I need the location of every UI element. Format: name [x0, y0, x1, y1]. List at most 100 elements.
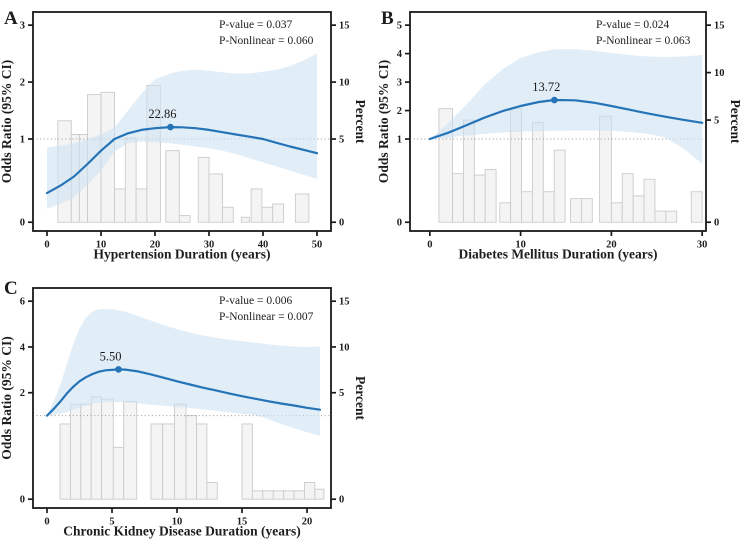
right-tick-label: 10 — [339, 342, 350, 353]
p-value-text: P-value = 0.006 — [219, 295, 292, 307]
histogram-bar — [124, 137, 137, 223]
histogram-bar — [178, 215, 191, 223]
histogram-bar — [303, 482, 316, 500]
left-tick-label: 2 — [20, 388, 25, 399]
left-tick-label: 4 — [397, 49, 403, 60]
histogram-bar — [643, 178, 656, 223]
histogram-bar — [473, 174, 486, 223]
p-value-text: P-value = 0.037 — [219, 19, 292, 31]
left-tick-label: 3 — [20, 21, 25, 32]
histogram-bar — [173, 403, 187, 500]
histogram-bar — [484, 169, 497, 223]
left-tick-label: 4 — [20, 342, 26, 353]
panel-letter: C — [4, 278, 18, 299]
histogram-bar — [185, 415, 197, 500]
right-tick-label: 0 — [339, 218, 344, 229]
right-tick-label: 0 — [339, 495, 344, 506]
histogram-bar — [521, 191, 533, 223]
x-axis-title: Chronic Kidney Disease Duration (years) — [63, 524, 301, 539]
left-tick-label: 6 — [20, 297, 25, 308]
histogram-bar — [293, 490, 305, 500]
spline-curve — [45, 125, 319, 195]
x-tick-label: 0 — [44, 517, 49, 528]
panel-b: 0 1 2 3 4 5 0 5 10 15 0 10 20 30 13.72 P-value = 0.024 P… — [377, 0, 753, 270]
histogram-bar — [570, 198, 582, 223]
plot-frame — [409, 11, 707, 232]
plot-frame — [32, 11, 332, 232]
histogram-bar — [250, 188, 263, 223]
histogram-bar — [150, 423, 164, 500]
right-tick-label: 5 — [339, 135, 344, 146]
x-tick-label: 30 — [204, 240, 215, 251]
y-axis-title-right: Percent — [353, 100, 368, 144]
panel-letter: B — [381, 8, 394, 29]
left-tick-label: 1 — [20, 135, 25, 146]
x-tick-label: 10 — [515, 240, 526, 251]
confidence-band — [47, 53, 317, 209]
y-axis-title-left: Odds Ratio (95% CI) — [377, 60, 391, 183]
histogram-bar — [314, 488, 325, 500]
panel-b-chart: 0 1 2 3 4 5 0 5 10 15 0 10 20 30 13.72 P-value = 0.024 P… — [377, 8, 743, 262]
left-tick-label: 0 — [397, 218, 402, 229]
confidence-band — [47, 309, 320, 436]
right-tick-label: 15 — [339, 21, 350, 32]
histogram-bar — [59, 423, 71, 500]
histogram-bar — [580, 198, 593, 223]
confidence-band — [429, 49, 703, 164]
histogram-bar — [206, 482, 218, 500]
x-tick-label: 10 — [96, 240, 107, 251]
histogram — [59, 396, 325, 500]
panel-c-chart: 0 2 4 6 0 5 10 15 0 5 10 15 20 5.50 P-value = 0.006 P-N… — [0, 278, 368, 539]
x-tick-label: 20 — [302, 517, 313, 528]
left-tick-label: 2 — [20, 78, 25, 89]
histogram-bar — [114, 188, 126, 223]
histogram-bar — [499, 202, 512, 223]
histogram-bar — [599, 115, 612, 223]
plot-frame — [32, 287, 332, 509]
axis-ticks: 0 2 4 6 0 5 10 15 0 5 10 15 20 — [20, 297, 350, 528]
panel-letter: A — [4, 8, 18, 29]
left-tick-label: 2 — [397, 106, 402, 117]
histogram-bar — [632, 195, 645, 223]
histogram-bar — [654, 210, 667, 223]
right-tick-label: 10 — [339, 78, 350, 89]
histogram-bar — [208, 173, 223, 223]
x-tick-label: 15 — [237, 517, 248, 528]
histogram-bar — [101, 398, 114, 500]
right-tick-label: 5 — [339, 388, 344, 399]
right-tick-label: 5 — [714, 116, 719, 127]
panel-a: 0 1 2 3 0 5 10 15 0 10 20 30 40 50 22.86 P-value = 0.03… — [0, 0, 376, 270]
left-tick-label: 3 — [397, 78, 402, 89]
y-axis-title-left: Odds Ratio (95% CI) — [0, 60, 14, 183]
x-tick-label: 20 — [150, 240, 161, 251]
p-value-text: P-value = 0.024 — [596, 19, 669, 31]
histogram-bar — [90, 396, 103, 500]
p-nonlinear-text: P-Nonlinear = 0.007 — [219, 311, 314, 323]
peak-marker — [115, 366, 122, 373]
histogram-bar — [272, 490, 285, 500]
histogram-bar — [165, 150, 180, 223]
x-tick-label: 5 — [109, 517, 114, 528]
y-axis-title-left: Odds Ratio (95% CI) — [0, 336, 14, 459]
x-axis-title: Diabetes Mellitus Duration (years) — [458, 247, 657, 262]
y-axis-title-right: Percent — [353, 376, 368, 420]
histogram-bar — [272, 203, 284, 223]
histogram-bar — [241, 423, 253, 500]
histogram-bar — [542, 191, 555, 223]
histogram-bar — [261, 206, 274, 223]
x-tick-label: 20 — [606, 240, 617, 251]
histogram-bar — [69, 403, 82, 500]
left-tick-label: 0 — [20, 218, 25, 229]
p-nonlinear-text: P-Nonlinear = 0.060 — [219, 35, 314, 47]
p-nonlinear-text: P-Nonlinear = 0.063 — [596, 35, 691, 47]
x-axis-title: Hypertension Duration (years) — [94, 247, 271, 262]
histogram-bar — [240, 216, 250, 223]
x-tick-label: 40 — [258, 240, 269, 251]
peak-label: 13.72 — [532, 80, 560, 94]
right-tick-label: 15 — [339, 297, 350, 308]
histogram-bar — [196, 423, 208, 500]
histogram-bar — [80, 403, 92, 500]
